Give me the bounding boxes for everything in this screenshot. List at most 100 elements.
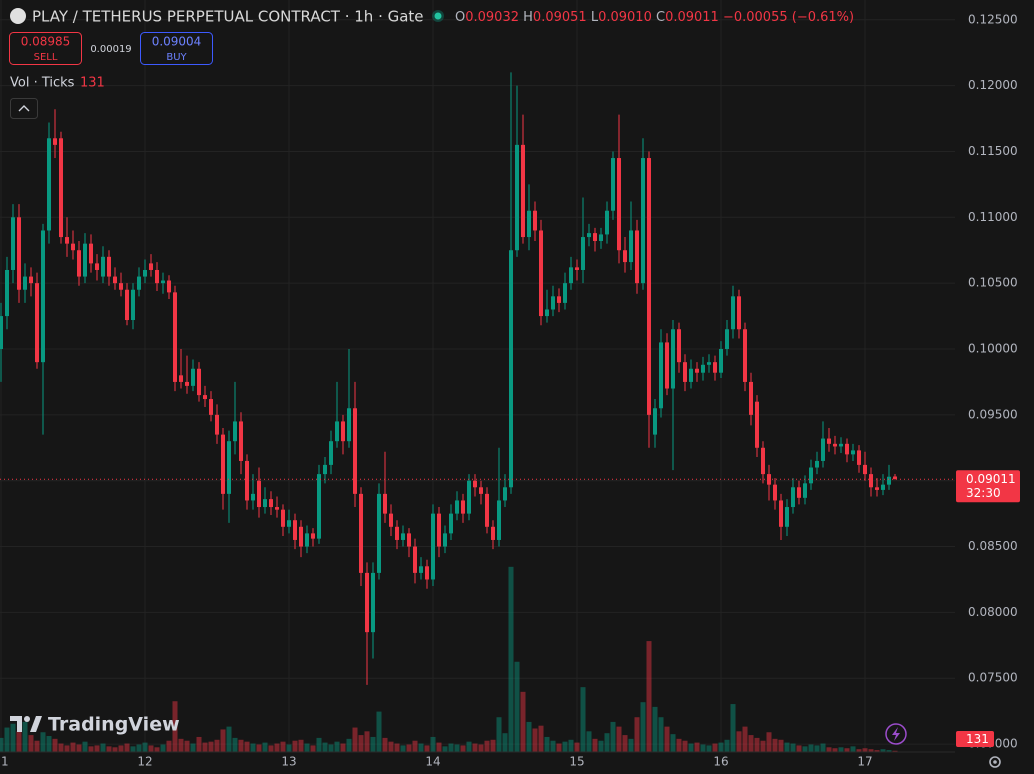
candle-body [17,217,21,290]
volume-bar [592,738,598,752]
candle-body [773,484,777,501]
volume-legend-value: 131 [80,76,105,91]
candle-body [791,487,795,508]
volume-bar [712,743,718,752]
candle-body [467,480,471,514]
candle-body [617,158,621,251]
candle-body [653,408,657,435]
candle-body [521,144,525,238]
status-dot [434,12,442,20]
candle-body [77,250,81,277]
sell-button[interactable] [9,32,82,65]
volume-bar [442,746,448,752]
settings-icon[interactable] [993,760,997,764]
candle-body [5,269,9,317]
chart-title: PLAY / TETHERUS PERPETUAL CONTRACT · 1h … [32,8,424,26]
candle-body [0,316,3,350]
volume-bar [760,740,766,752]
volume-bar [694,742,700,752]
candle-body [95,263,99,270]
candle-body [473,480,477,488]
candle-body [743,329,747,382]
volume-bar [298,739,304,752]
candle-body [353,408,357,494]
volume-bar [616,726,622,752]
ohlc-value: 0.09051 [533,10,587,25]
volume-bar [574,742,580,752]
sell-label[interactable]: SELL [34,52,58,63]
volume-bar [160,744,166,752]
lightning-button[interactable] [885,723,907,745]
candle-body [737,296,741,330]
volume-bar [658,717,664,752]
countdown: 32:30 [966,486,1001,500]
volume-bar [880,749,886,752]
volume-bar [736,731,742,752]
buy-price[interactable]: 0.09004 [152,35,202,49]
candle-body [725,329,729,350]
candle-body [503,487,507,501]
volume-bar [76,744,82,752]
volume-bar [700,744,706,752]
volume-bar [274,743,280,752]
candle-body [593,233,597,242]
buy-button[interactable] [140,32,213,65]
volume-bar [166,740,172,752]
collapse-icon[interactable] [18,105,30,112]
volume-bar [586,731,592,752]
volume-bar [622,735,628,752]
volume-bar [94,745,100,752]
candle-body [311,533,315,539]
candle-body [881,484,885,490]
candle-body [827,438,831,444]
candle-body [893,476,897,480]
y-tick-label: 0.11000 [968,210,1018,224]
axis-layer: 0.070000.075000.080000.085000.090000.095… [0,12,1020,769]
sell-price[interactable]: 0.08985 [21,35,71,49]
candle-body [113,276,117,284]
candle-body [29,276,33,284]
volume-bar [670,734,676,752]
volume-bar [550,740,556,752]
volume-bar [196,736,202,752]
candle-body [317,474,321,539]
candle-body [197,368,201,396]
ohlc-value: 0.09011 [665,10,719,25]
candle-body [359,493,363,573]
volume-bar [334,741,340,752]
candle-body [59,138,63,238]
volume-bar [652,706,658,752]
x-tick-label: 11 [0,755,9,769]
candle-body [857,450,861,465]
volume-bar [568,739,574,752]
volume-bar [790,743,796,752]
candle-body [479,487,483,494]
candle-body [425,566,429,580]
candle-body [281,509,285,527]
y-tick-label: 0.09500 [968,407,1018,421]
collapse-button[interactable] [10,98,38,119]
volume-bar [130,746,136,752]
lightning-icon[interactable] [892,727,900,741]
candle-body [377,493,381,573]
volume-bar [610,721,616,752]
volume-bar [634,717,640,752]
volume-bar [772,738,778,752]
candle-body [809,467,813,484]
settings-button[interactable] [989,756,1001,768]
volume-bar [352,727,358,752]
candle-body [227,441,231,494]
candle-body [143,269,147,277]
volume-bar [538,725,544,752]
candle-body [701,364,705,373]
volume-bar [0,737,4,752]
volume-bar [226,726,232,752]
candle-body [407,533,411,547]
buy-label[interactable]: BUY [166,52,187,63]
candle-body [329,441,333,465]
volume-bar [244,741,250,752]
candle-body [41,230,45,363]
volume-bar [52,738,58,752]
volume-bar [70,742,76,752]
